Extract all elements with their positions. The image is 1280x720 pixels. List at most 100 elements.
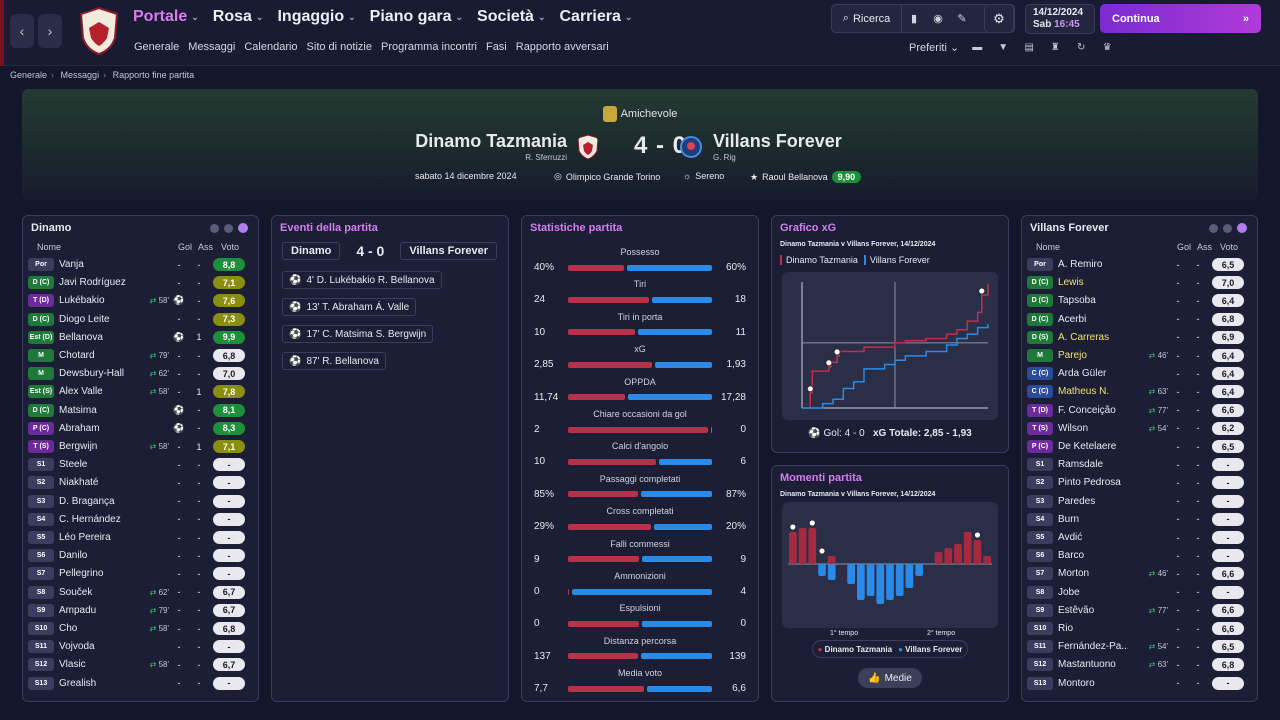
- submenu-generale[interactable]: Generale: [134, 41, 180, 53]
- player-row[interactable]: S11 Vojvoda - - -: [28, 638, 253, 655]
- player-name[interactable]: Steele: [59, 459, 88, 471]
- player-name[interactable]: Matheus N.: [1058, 386, 1110, 398]
- dot-1[interactable]: [210, 224, 219, 233]
- player-row[interactable]: C (C) Arda Güler - - 6,4: [1027, 365, 1252, 382]
- player-row[interactable]: D (C) Lewis - - 7,0: [1027, 274, 1252, 291]
- submenu-rapporto[interactable]: Rapporto avversari: [515, 41, 609, 53]
- dot-3[interactable]: [238, 223, 248, 233]
- submenu-fasi[interactable]: Fasi: [485, 41, 507, 53]
- event-item[interactable]: ⚽ 87' R. Bellanova: [282, 352, 386, 370]
- menu-carriera[interactable]: Carriera ⌄: [559, 8, 633, 25]
- player-row[interactable]: S9 Estêvão ⇄ 77' - -6,6: [1027, 602, 1252, 619]
- player-name[interactable]: Acerbi: [1058, 313, 1087, 325]
- player-row[interactable]: S2 Pinto Pedrosa - - -: [1027, 474, 1252, 491]
- player-name[interactable]: Javi Rodríguez: [59, 277, 126, 289]
- breadcrumb-generale[interactable]: Generale: [10, 70, 48, 80]
- player-row[interactable]: S10 Rio - - 6,6: [1027, 620, 1252, 637]
- player-row[interactable]: S2 Niakhaté - - -: [28, 474, 253, 491]
- home-manager[interactable]: R. Sferruzzi: [525, 153, 567, 162]
- player-name[interactable]: Paredes: [1058, 495, 1096, 507]
- player-name[interactable]: Léo Pereira: [59, 532, 111, 543]
- event-item[interactable]: ⚽ 4' D. Lukébakio R. Bellanova: [282, 271, 442, 289]
- player-name[interactable]: Estêvão: [1058, 604, 1095, 616]
- player-name[interactable]: Lukébakio: [59, 295, 105, 307]
- player-name[interactable]: Álex Valle: [59, 386, 103, 398]
- continue-button[interactable]: Continua »: [1100, 4, 1261, 33]
- bookmark-icon[interactable]: ▮: [910, 13, 918, 25]
- player-name[interactable]: Fernández-Pa...: [1058, 641, 1128, 653]
- player-row[interactable]: S3 Paredes - - -: [1027, 493, 1252, 510]
- club-logo[interactable]: [78, 6, 120, 56]
- player-name[interactable]: Montoro: [1058, 677, 1095, 689]
- menu-rosa[interactable]: Rosa ⌄: [212, 8, 264, 25]
- player-name[interactable]: De Ketelaere: [1058, 441, 1117, 452]
- player-name[interactable]: Wilson: [1058, 422, 1089, 434]
- gear-icon[interactable]: ⚙: [984, 4, 1014, 33]
- forward-button[interactable]: ›: [38, 14, 62, 48]
- legend-away[interactable]: ● Villans Forever: [898, 644, 963, 654]
- player-row[interactable]: S10 Cho ⇄ 58' - -6,8: [28, 620, 253, 637]
- player-row[interactable]: S1 Ramsdale - - -: [1027, 456, 1252, 473]
- player-name[interactable]: Diogo Leite: [59, 313, 110, 325]
- player-row[interactable]: S13 Grealish - - -: [28, 675, 253, 692]
- player-row[interactable]: T (S) Bergwijn ⇄ 58' - 1 7,1: [28, 438, 253, 455]
- away-team-name[interactable]: Villans Forever: [713, 131, 842, 151]
- submenu-programma[interactable]: Programma incontri: [380, 41, 477, 53]
- player-name[interactable]: Vojvoda: [59, 641, 95, 653]
- player-name[interactable]: A. Carreras: [1058, 331, 1110, 343]
- player-name[interactable]: Mastantuono: [1058, 659, 1116, 671]
- man-of-match[interactable]: ★ Raoul Bellanova 9,90: [750, 171, 862, 183]
- stadium[interactable]: ◎ Olimpico Grande Torino: [554, 171, 661, 182]
- player-name[interactable]: Morton: [1058, 568, 1090, 580]
- trophy-icon[interactable]: ♛: [1102, 42, 1112, 53]
- player-name[interactable]: Chotard: [59, 350, 95, 361]
- player-row[interactable]: S7 Morton ⇄ 46' - -6,6: [1027, 565, 1252, 582]
- player-name[interactable]: Barco: [1058, 550, 1085, 562]
- submenu-sito-notizie[interactable]: Sito di notizie: [306, 41, 372, 53]
- player-row[interactable]: T (D) Lukébakio ⇄ 58' ⚽ - 7,6: [28, 292, 253, 309]
- player-row[interactable]: S5 Avdić - - -: [1027, 529, 1252, 546]
- col-gol[interactable]: Gol: [1177, 242, 1192, 252]
- search-button[interactable]: ⌕ Ricerca: [832, 5, 902, 32]
- player-row[interactable]: S8 Souček ⇄ 62' - -6,7: [28, 584, 253, 601]
- player-name[interactable]: Burn: [1058, 513, 1080, 525]
- event-item[interactable]: ⚽ 13' T. Abraham Á. Valle: [282, 298, 417, 316]
- menu-piano-gara[interactable]: Piano gara ⌄: [369, 8, 464, 25]
- player-row[interactable]: S13 Montoro - - -: [1027, 675, 1252, 692]
- submenu-messaggi[interactable]: Messaggi: [188, 41, 236, 53]
- player-name[interactable]: Niakhaté: [59, 477, 99, 489]
- player-row[interactable]: D (C) Javi Rodríguez - - 7,1: [28, 274, 253, 291]
- dot-3[interactable]: [1237, 223, 1247, 233]
- back-button[interactable]: ‹: [10, 14, 34, 48]
- player-row[interactable]: S12 Vlasic ⇄ 58' - -6,7: [28, 656, 253, 673]
- shirt-icon[interactable]: ▼: [998, 42, 1009, 53]
- player-name[interactable]: Bergwijn: [59, 441, 98, 452]
- player-row[interactable]: T (D) F. Conceição ⇄ 77' - -6,6: [1027, 402, 1252, 419]
- player-row[interactable]: Por Vanja - - 8,8: [28, 256, 253, 273]
- player-row[interactable]: Est (S) Álex Valle ⇄ 58' - 1 7,8: [28, 383, 253, 400]
- player-name[interactable]: Dewsbury-Hall: [59, 368, 125, 380]
- col-ass[interactable]: Ass: [198, 242, 214, 252]
- menu-ingaggio[interactable]: Ingaggio ⌄: [277, 8, 356, 25]
- player-row[interactable]: S11 Fernández-Pa... ⇄ 54' - -6,5: [1027, 638, 1252, 655]
- home-team-name[interactable]: Dinamo Tazmania: [415, 131, 567, 151]
- submenu-calendario[interactable]: Calendario: [244, 41, 298, 53]
- player-row[interactable]: S4 Burn - - -: [1027, 511, 1252, 528]
- player-row[interactable]: P (C) Abraham ⚽ - 8,3: [28, 420, 253, 437]
- player-name[interactable]: Pinto Pedrosa: [1058, 477, 1121, 489]
- dot-2[interactable]: [1223, 224, 1232, 233]
- player-row[interactable]: S4 C. Hernández - - -: [28, 511, 253, 528]
- player-row[interactable]: Est (D) Bellanova ⚽ 1 9,9: [28, 329, 253, 346]
- player-row[interactable]: T (S) Wilson ⇄ 54' - -6,2: [1027, 420, 1252, 437]
- notes-icon[interactable]: ▤: [1024, 42, 1034, 53]
- player-row[interactable]: S6 Danilo - - -: [28, 547, 253, 564]
- player-row[interactable]: Por Á. Remiro - - 6,5: [1027, 256, 1252, 273]
- player-row[interactable]: D (C) Acerbi - - 6,8: [1027, 311, 1252, 328]
- event-item[interactable]: ⚽ 17' C. Matsima S. Bergwijn: [282, 325, 434, 343]
- player-name[interactable]: Parejo: [1058, 350, 1087, 361]
- player-name[interactable]: Tapsoba: [1058, 295, 1096, 307]
- player-name[interactable]: Cho: [59, 623, 78, 634]
- legend-home[interactable]: ● Dinamo Tazmania: [817, 644, 893, 654]
- player-row[interactable]: S9 Ampadu ⇄ 79' - -6,7: [28, 602, 253, 619]
- player-row[interactable]: S5 Léo Pereira - - -: [28, 529, 253, 546]
